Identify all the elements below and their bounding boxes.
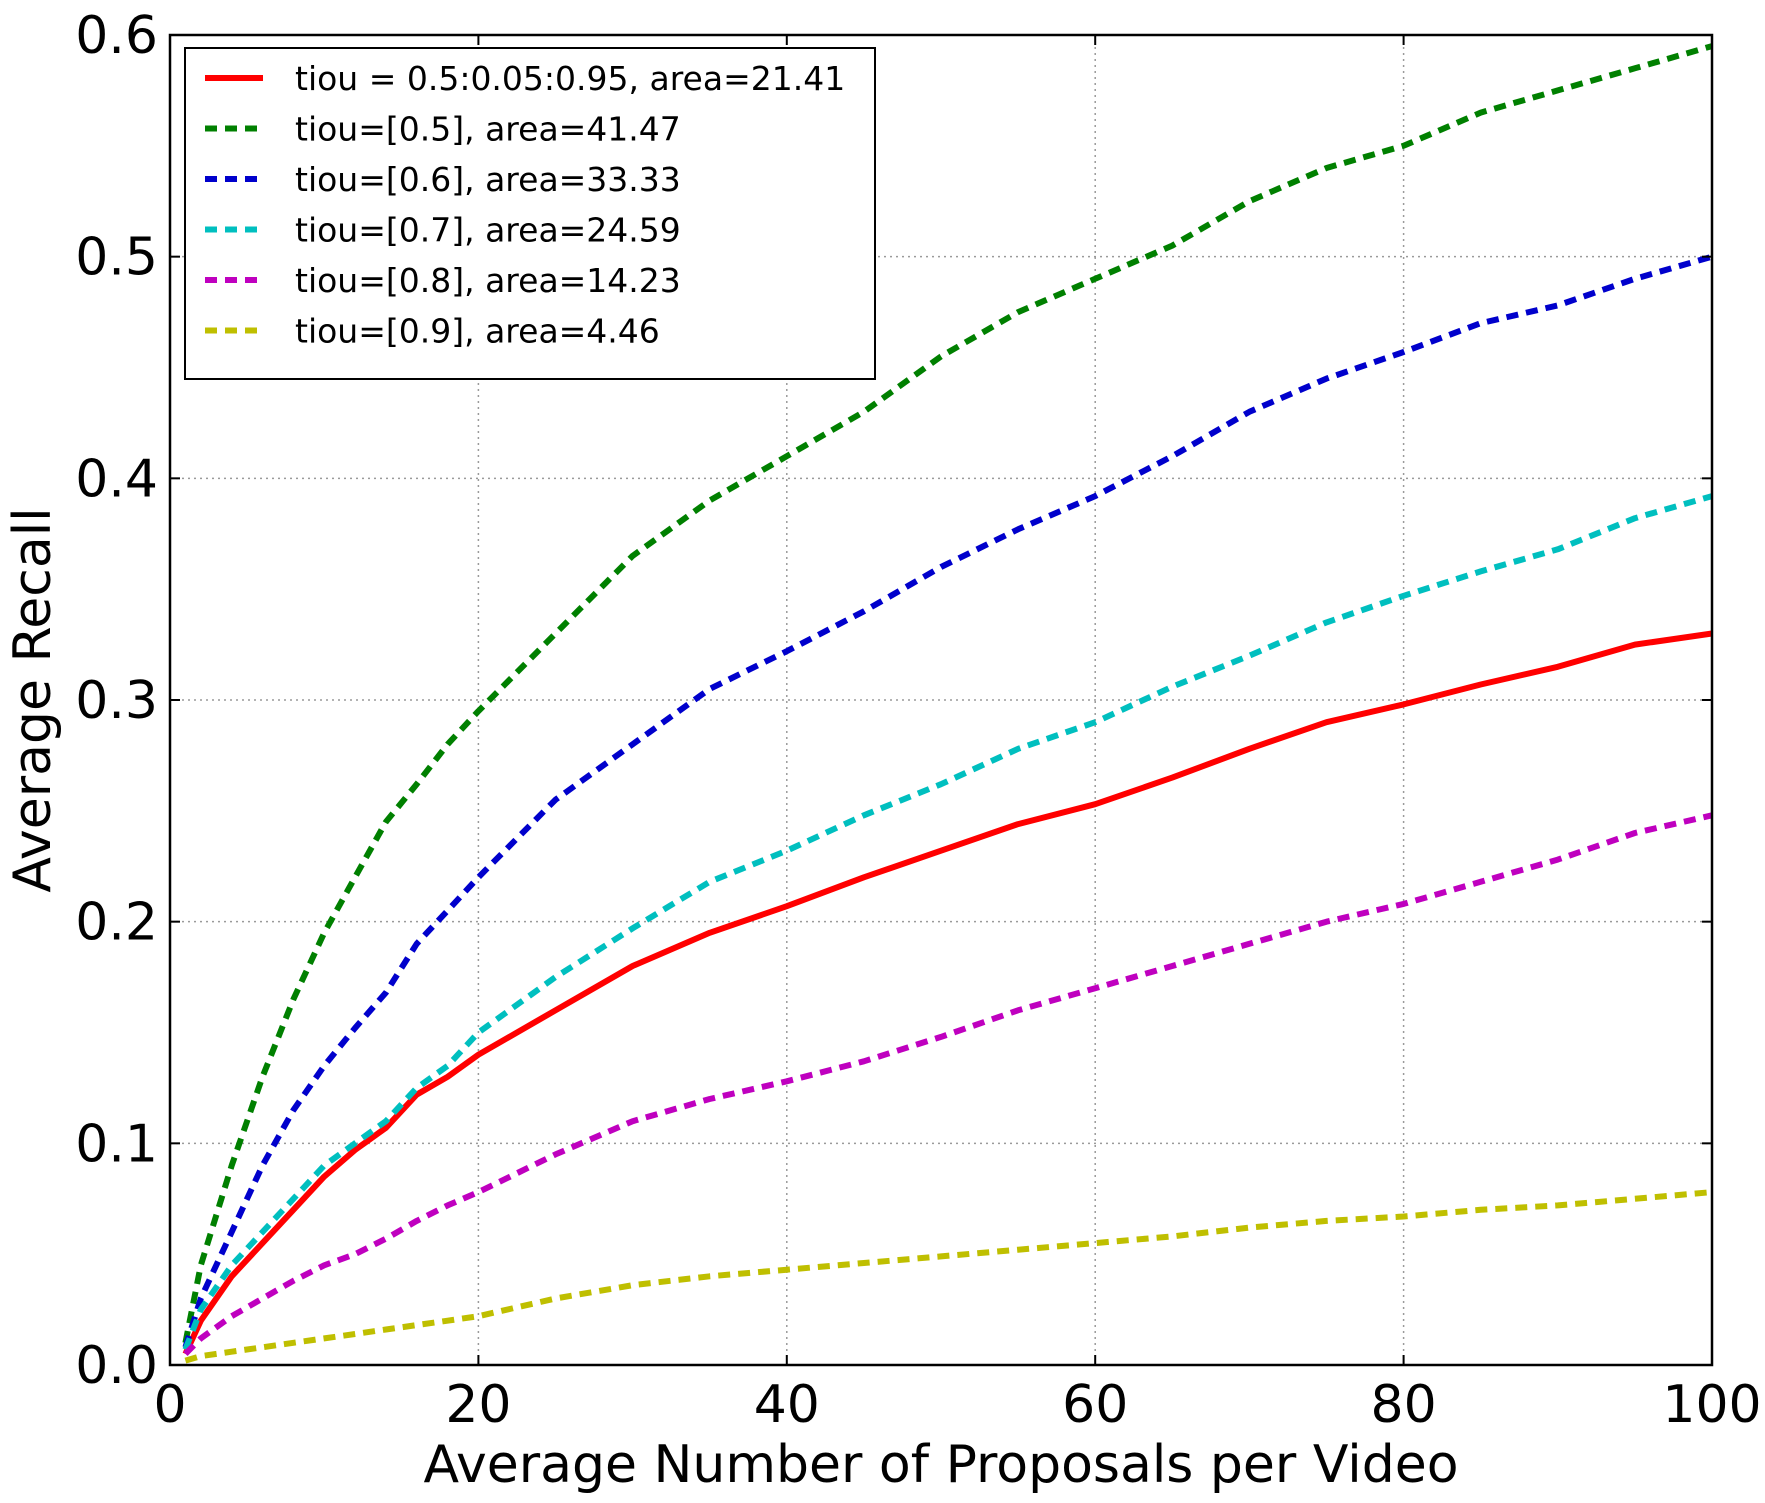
legend-label-4: tiou=[0.8], area=14.23 <box>295 261 681 300</box>
y-axis-ticks: 0.0 0.1 0.2 0.3 0.4 0.5 0.6 <box>75 6 1712 1396</box>
y-tick-label: 0.6 <box>75 6 158 66</box>
legend-label-0: tiou = 0.5:0.05:0.95, area=21.41 <box>295 59 845 98</box>
x-axis-ticks: 0 20 40 60 80 100 <box>153 35 1762 1435</box>
y-tick-label: 0.3 <box>75 671 158 731</box>
series-line-0 <box>182 630 1713 1356</box>
series-line-1 <box>182 43 1713 1344</box>
y-tick-label: 0.1 <box>75 1114 158 1174</box>
legend-label-1: tiou=[0.5], area=41.47 <box>295 110 681 149</box>
x-tick-label: 80 <box>1371 1375 1437 1435</box>
series-line-5 <box>184 1189 1713 1364</box>
y-tick-label: 0.2 <box>75 893 158 953</box>
data-series <box>182 43 1713 1364</box>
x-tick-label: 100 <box>1662 1375 1761 1435</box>
legend-box <box>184 47 876 380</box>
grid <box>170 35 1712 1365</box>
x-tick-label: 0 <box>153 1375 186 1435</box>
y-tick-label: 0.5 <box>75 228 158 288</box>
legend-label-3: tiou=[0.7], area=24.59 <box>295 211 681 250</box>
legend: tiou = 0.5:0.05:0.95, area=21.41 tiou=[0.… <box>184 47 876 380</box>
y-axis-title: Average Recall <box>3 507 63 892</box>
series-line-3 <box>182 493 1713 1351</box>
x-tick-label: 20 <box>445 1375 511 1435</box>
y-tick-label: 0.4 <box>75 449 158 509</box>
legend-label-5: tiou=[0.9], area=4.46 <box>295 312 660 351</box>
x-tick-label: 60 <box>1062 1375 1128 1435</box>
y-tick-label: 0.0 <box>75 1336 158 1396</box>
x-axis-title: Average Number of Proposals per Video <box>423 1435 1458 1495</box>
series-line-2 <box>182 253 1713 1349</box>
series-line-4 <box>183 812 1713 1357</box>
x-tick-label: 40 <box>754 1375 820 1435</box>
legend-label-2: tiou=[0.6], area=33.33 <box>295 160 681 199</box>
